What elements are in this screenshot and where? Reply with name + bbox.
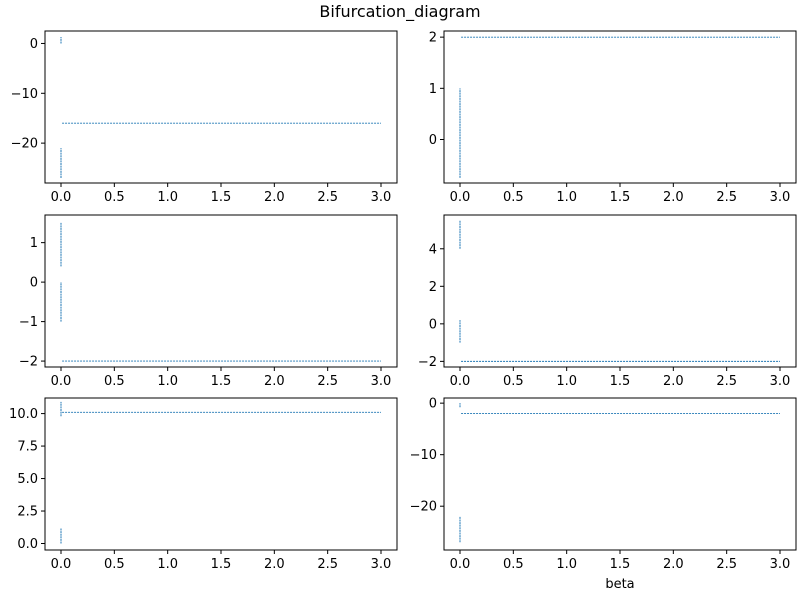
subplot-5-xtick-label-0: 0.0	[51, 557, 72, 572]
subplot-1-xtick-label-0: 0.0	[51, 190, 72, 205]
subplot-3-ytick-label-2: −1	[19, 315, 38, 330]
figure-title: Bifurcation_diagram	[319, 2, 481, 21]
subplot-2-xtick-label-0: 0.0	[450, 190, 471, 205]
subplot-6-frame	[443, 397, 797, 551]
subplot-1: 0.0 0.5 1.0 1.5 2.0 2.5 3.0 0 −10 −20	[11, 30, 398, 205]
subplot-4-xtick-label-3: 1.5	[610, 374, 631, 389]
subplot-5-ytick-label-4: 0.0	[17, 537, 38, 552]
subplot-6-xtick-label-6: 3.0	[770, 557, 791, 572]
subplot-6-xtick-label-5: 2.5	[716, 557, 737, 572]
subplot-4-xtick-label-1: 0.5	[503, 374, 524, 389]
subplot-4-ytick-label-0: 4	[429, 242, 437, 257]
subplot-5-xtick-label-5: 2.5	[317, 557, 338, 572]
subplot-2-xtick-label-4: 2.0	[663, 190, 684, 205]
subplot-6-xtick-label-3: 1.5	[610, 557, 631, 572]
subplot-2: 0.0 0.5 1.0 1.5 2.0 2.5 3.0 2 1 0	[429, 30, 797, 205]
subplot-2-xtick-label-6: 3.0	[770, 190, 791, 205]
subplot-3: 0.0 0.5 1.0 1.5 2.0 2.5 3.0 1 0 −1 −2	[19, 214, 398, 389]
subplot-1-xtick-label-2: 1.0	[157, 190, 178, 205]
subplot-5: 0.0 0.5 1.0 1.5 2.0 2.5 3.0 10.0 7.5 5.0 2.5 0.0	[9, 397, 398, 572]
subplot-4-xtick-label-6: 3.0	[770, 374, 791, 389]
subplot-3-xtick-label-1: 0.5	[104, 374, 125, 389]
subplot-2-xtick-label-5: 2.5	[716, 190, 737, 205]
subplot-1-ytick-label-1: −10	[11, 87, 38, 102]
subplot-3-xtick-label-3: 1.5	[211, 374, 232, 389]
subplot-2-xtick-label-1: 0.5	[503, 190, 524, 205]
subplot-3-frame	[44, 214, 398, 368]
subplot-4-xtick-label-2: 1.0	[556, 374, 577, 389]
subplot-3-ytick-label-3: −2	[19, 355, 38, 370]
subplot-5-ytick-label-1: 7.5	[17, 440, 38, 455]
subplot-6-xtick-label-4: 2.0	[663, 557, 684, 572]
subplot-6-xtick-label-2: 1.0	[556, 557, 577, 572]
subplot-1-frame	[44, 30, 398, 184]
subplot-5-xtick-label-3: 1.5	[211, 557, 232, 572]
subplot-2-ytick-label-1: 1	[429, 82, 437, 97]
subplot-5-xtick-label-1: 0.5	[104, 557, 125, 572]
subplot-6-xlabel: beta	[605, 577, 634, 592]
subplot-1-xtick-label-1: 0.5	[104, 190, 125, 205]
subplot-4-xtick-label-5: 2.5	[716, 374, 737, 389]
subplot-5-ytick-label-3: 2.5	[17, 505, 38, 520]
subplot-4-xtick-label-0: 0.0	[450, 374, 471, 389]
subplot-2-frame	[443, 30, 797, 184]
subplot-2-xtick-label-2: 1.0	[556, 190, 577, 205]
subplot-1-xtick-label-6: 3.0	[371, 190, 392, 205]
subplot-5-ytick-label-2: 5.0	[17, 472, 38, 487]
subplot-1-ytick-label-0: 0	[30, 37, 38, 52]
subplot-2-xtick-label-3: 1.5	[610, 190, 631, 205]
subplot-3-xtick-label-5: 2.5	[317, 374, 338, 389]
subplot-3-ytick-label-0: 1	[30, 236, 38, 251]
subplot-6: 0.0 0.5 1.0 1.5 2.0 2.5 3.0 0 −10 −20 beta	[410, 397, 797, 592]
subplot-1-xtick-label-3: 1.5	[211, 190, 232, 205]
subplot-4: 0.0 0.5 1.0 1.5 2.0 2.5 3.0 4 2 0 −2	[418, 214, 797, 389]
subplot-3-xtick-label-4: 2.0	[264, 374, 285, 389]
subplot-4-ytick-label-2: 0	[429, 317, 437, 332]
subplot-5-frame	[44, 397, 398, 551]
subplot-3-ytick-label-1: 0	[30, 276, 38, 291]
subplot-5-ytick-label-0: 10.0	[9, 407, 38, 422]
subplot-4-ytick-label-3: −2	[418, 355, 437, 370]
subplot-1-ytick-label-2: −20	[11, 137, 38, 152]
subplot-1-xtick-label-5: 2.5	[317, 190, 338, 205]
subplot-3-xtick-label-0: 0.0	[51, 374, 72, 389]
subplot-4-frame	[443, 214, 797, 368]
subplot-5-xtick-label-6: 3.0	[371, 557, 392, 572]
subplot-6-ytick-label-0: 0	[429, 397, 437, 412]
subplot-6-xtick-label-1: 0.5	[503, 557, 524, 572]
subplot-6-ytick-label-2: −20	[410, 500, 437, 515]
subplot-5-xtick-label-4: 2.0	[264, 557, 285, 572]
subplot-6-ytick-label-1: −10	[410, 448, 437, 463]
subplot-4-ytick-label-1: 2	[429, 280, 437, 295]
subplot-5-xtick-label-2: 1.0	[157, 557, 178, 572]
subplot-2-ytick-label-2: 0	[429, 133, 437, 148]
subplot-1-xtick-label-4: 2.0	[264, 190, 285, 205]
subplot-3-xtick-label-2: 1.0	[157, 374, 178, 389]
subplot-3-xtick-label-6: 3.0	[371, 374, 392, 389]
subplot-2-ytick-label-0: 2	[429, 31, 437, 46]
subplot-4-xtick-label-4: 2.0	[663, 374, 684, 389]
subplot-6-xtick-label-0: 0.0	[450, 557, 471, 572]
